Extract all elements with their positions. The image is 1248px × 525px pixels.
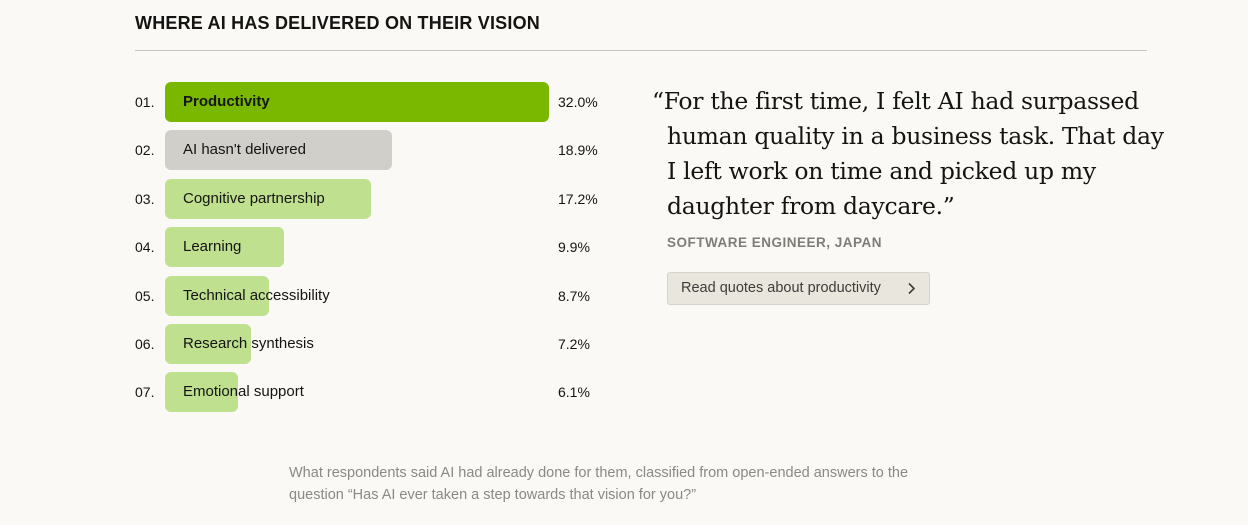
bar-rank: 04. [135,239,155,256]
bar [165,178,372,219]
quote-line: “For the first time, I felt AI had surpa… [652,87,1139,115]
section-title: WHERE AI HAS DELIVERED ON THEIR VISION [135,13,540,33]
quote-line: human quality in a business task. That d… [667,122,1164,150]
bar [165,275,270,316]
bar [165,227,284,268]
bar-rank: 01. [135,94,155,110]
bar-value-label: 9.9% [558,239,590,256]
bar-value-label: 6.1% [558,384,590,401]
title-divider [135,50,1147,51]
bar-row: 05. Technical accessibility 8.7% [0,275,640,316]
bar-value-label: 8.7% [558,287,590,304]
quote-text: “For the first time, I felt AI had surpa… [652,84,1164,224]
bar-label: Productivity [183,93,270,110]
bar-rank: 02. [135,142,155,159]
read-quotes-button[interactable]: Read quotes about productivity [667,272,930,305]
bar-rank: 05. [135,287,155,304]
bar-label: Research synthesis [183,335,314,352]
chart-caption: What respondents said AI had already don… [289,462,989,506]
quote-line: daughter from daycare.” [667,192,955,220]
bar-value-label: 32.0% [558,94,598,110]
quote-block: “For the first time, I felt AI had surpa… [652,84,1164,224]
chevron-right-icon [907,273,916,315]
bar-rank: 03. [135,190,155,207]
bar-row: 03. Cognitive partnership 17.2% [0,178,640,219]
bar-row: 02. AI hasn't delivered 18.9% [0,130,640,171]
read-quotes-button-label: Read quotes about productivity [681,280,881,296]
bar-label: AI hasn't delivered [183,141,306,159]
quote-attribution: SOFTWARE ENGINEER, JAPAN [667,235,883,250]
bar [165,324,252,364]
bar [165,82,549,122]
bar-chart: 01. Productivity 32.0% 02. AI hasn't deliver… [0,0,640,420]
bar-value-label: 18.9% [558,142,598,159]
bar-label: Emotional support [183,383,304,401]
caption-line: question “Has AI ever taken a step towar… [289,487,697,503]
bar-row: 07. Emotional support 6.1% [0,372,640,413]
bar-row: 06. Research synthesis 7.2% [0,324,640,364]
bar-row: 04. Learning 9.9% [0,227,640,268]
bar [165,130,392,171]
bar-label: Learning [183,238,242,256]
bar-value-label: 7.2% [558,336,590,352]
bar-rank: 07. [135,384,155,401]
quote-line: I left work on time and picked up my [667,157,1096,185]
caption-line: What respondents said AI had already don… [289,465,909,481]
bar-label: Technical accessibility [183,286,330,304]
bar-value-label: 17.2% [558,190,598,207]
bar-label: Cognitive partnership [183,189,325,207]
bar-rank: 06. [135,336,155,352]
bar [165,372,239,413]
bar-row: 01. Productivity 32.0% [0,82,640,122]
